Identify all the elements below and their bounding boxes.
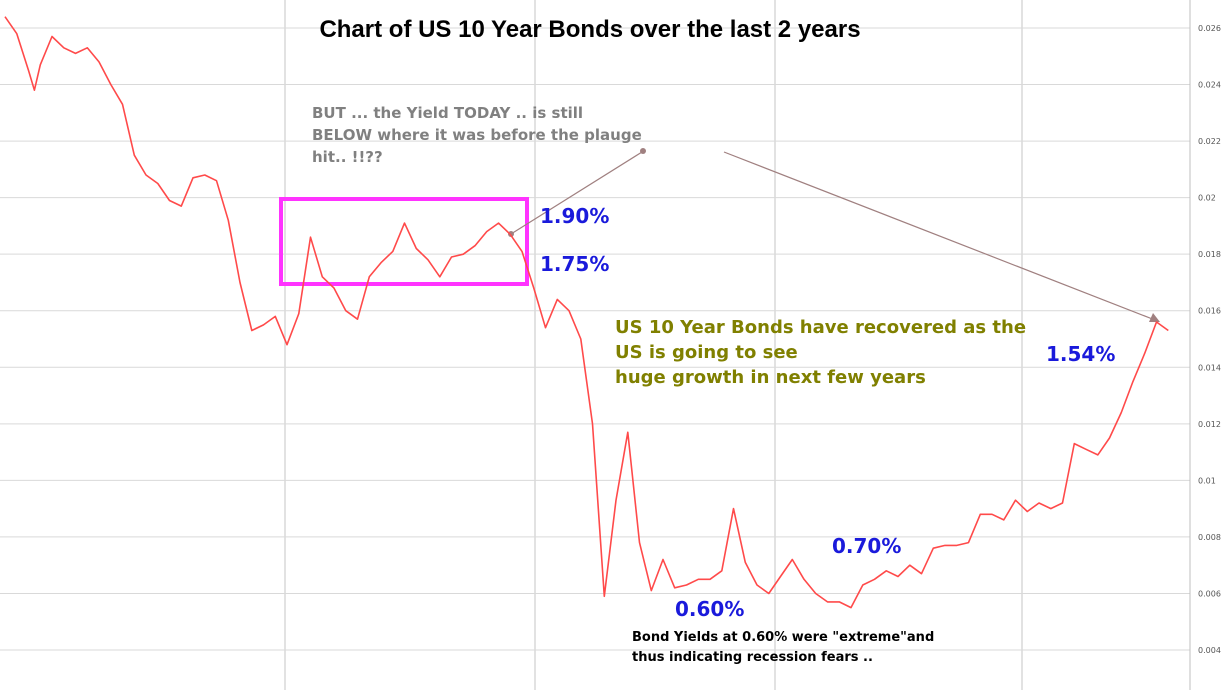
- y-tick-label: 0.022: [1198, 137, 1221, 146]
- arrow-dot-top: [640, 148, 646, 154]
- note-bottom-line-2: thus indicating recession fears ..: [632, 650, 873, 665]
- chart-title-group: Chart of US 10 Year Bonds over the last …: [319, 16, 860, 43]
- pct-label-1-75: 1.75%: [540, 252, 609, 276]
- highlight-box: [279, 197, 529, 286]
- arrow-dot-box: [508, 231, 514, 237]
- arrow-head-end: [1149, 313, 1160, 322]
- y-tick-label: 0.012: [1198, 420, 1221, 429]
- y-tick-label: 0.004: [1198, 646, 1221, 655]
- percent-labels: 1.90% 1.75% 1.54% 0.70% 0.60%: [540, 204, 1115, 621]
- y-tick-label: 0.014: [1198, 363, 1221, 372]
- y-tick-labels: 0.026 0.024 0.022 0.02 0.018 0.016 0.014 0.012 0…: [1198, 24, 1221, 655]
- y-tick-label: 0.02: [1198, 194, 1216, 203]
- note-bottom-line-1: Bond Yields at 0.60% were "extreme"and: [632, 630, 934, 645]
- note-top-line-1: BUT ... the Yield TODAY .. is still: [312, 104, 583, 122]
- note-top: BUT ... the Yield TODAY .. is still BELO…: [312, 104, 642, 166]
- y-tick-label: 0.006: [1198, 589, 1221, 598]
- y-tick-label: 0.024: [1198, 81, 1221, 90]
- yield-series-line: [4, 16, 1169, 609]
- note-top-line-2: BELOW where it was before the plauge: [312, 126, 642, 144]
- note-middle: US 10 Year Bonds have recovered as the U…: [615, 317, 1026, 388]
- horizontal-gridlines: [0, 27, 1190, 651]
- pct-label-0-70: 0.70%: [832, 534, 901, 558]
- arrow-to-end: [723, 151, 1156, 321]
- pct-label-1-90: 1.90%: [540, 204, 609, 228]
- arrow-to-box: [510, 151, 643, 235]
- y-tick-label: 0.01: [1198, 476, 1216, 485]
- note-top-line-3: hit.. !!??: [312, 148, 383, 166]
- pct-label-1-54: 1.54%: [1046, 342, 1115, 366]
- highlight-box-group: [279, 197, 529, 286]
- note-middle-line-2: US is going to see: [615, 342, 798, 363]
- note-bottom: Bond Yields at 0.60% were "extreme"and t…: [632, 630, 934, 665]
- chart-title: Chart of US 10 Year Bonds over the last …: [319, 16, 860, 43]
- note-middle-line-3: huge growth in next few years: [615, 367, 926, 388]
- vertical-gridlines: [284, 0, 1023, 690]
- y-tick-label: 0.008: [1198, 533, 1221, 542]
- y-tick-label: 0.026: [1198, 24, 1221, 33]
- y-tick-label: 0.018: [1198, 250, 1221, 259]
- note-middle-line-1: US 10 Year Bonds have recovered as the: [615, 317, 1026, 338]
- y-tick-label: 0.016: [1198, 307, 1221, 316]
- annotation-arrows: [508, 148, 1160, 322]
- pct-label-0-60: 0.60%: [675, 597, 744, 621]
